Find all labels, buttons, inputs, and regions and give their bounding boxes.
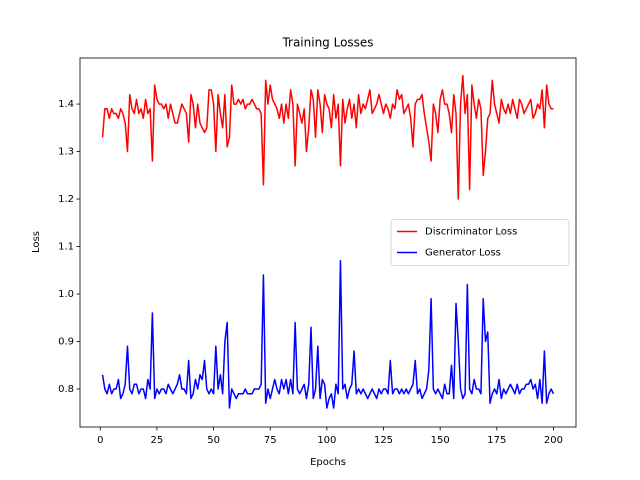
- legend-label: Generator Loss: [425, 248, 501, 259]
- x-tick-label: 50: [207, 435, 220, 446]
- y-tick-label: 0.9: [58, 337, 74, 348]
- y-tick-label: 1.1: [58, 242, 74, 253]
- x-tick-label: 200: [544, 435, 563, 446]
- legend-label: Discriminator Loss: [425, 227, 517, 238]
- x-tick-label: 25: [151, 435, 164, 446]
- x-tick-label: 0: [97, 435, 103, 446]
- plot-frame: [79, 57, 577, 428]
- x-axis-label: Epochs: [310, 457, 346, 468]
- x-tick-label: 175: [487, 435, 506, 446]
- x-tick-label: 150: [431, 435, 450, 446]
- legend-box: [390, 219, 570, 266]
- y-axis-label: Loss: [31, 231, 42, 253]
- chart-title: Training Losses: [281, 36, 373, 50]
- y-tick-label: 1.0: [58, 289, 74, 300]
- line-series: [101, 74, 554, 200]
- line-series: [101, 260, 555, 409]
- x-tick-label: 125: [374, 435, 393, 446]
- y-tick-label: 1.3: [58, 147, 74, 158]
- y-tick-label: 0.8: [58, 384, 74, 395]
- x-tick-label: 75: [264, 435, 277, 446]
- x-tick-label: 100: [317, 435, 336, 446]
- y-tick-label: 1.4: [58, 99, 74, 110]
- y-tick-label: 1.2: [58, 194, 74, 205]
